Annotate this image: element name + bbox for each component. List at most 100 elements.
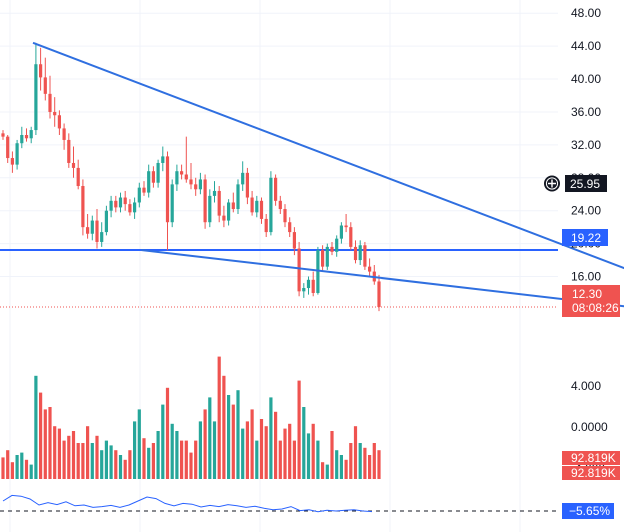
candle-body [184,174,188,180]
candle-body [278,200,282,210]
volume-bar [6,450,10,479]
oscillator-line [2,494,373,513]
volume-bar [227,395,231,479]
candle [189,162,193,190]
candle [71,146,76,178]
candle [114,195,118,213]
candle [344,213,348,233]
candle [24,128,29,142]
volume-bar [368,455,372,479]
volume-bar [316,440,320,479]
candle [161,146,165,172]
candle-body [250,197,254,213]
candle-body [10,158,14,165]
candle-body [165,156,170,223]
price-tick-1: 44.00 [571,39,601,53]
candle-body [156,162,160,183]
volume-bar [104,440,108,479]
volume-bar [10,462,14,479]
volume-bar [109,445,113,479]
candle [104,205,108,236]
candle [95,209,99,249]
volume-bar [259,419,264,479]
volume-bar [283,428,287,479]
candle [349,222,353,251]
candle [217,186,221,223]
candle-body [20,135,24,144]
candle-body [137,187,141,203]
volume-bar [86,426,90,479]
candle-body [203,179,207,223]
candle-body [274,177,278,201]
candle [86,213,90,239]
candle [10,151,14,173]
candle [255,195,259,218]
candle-body [335,238,339,252]
candle [278,195,282,214]
volume-bar [90,443,94,479]
candle-body [339,225,343,239]
candle [372,265,376,285]
last-price: 12.30 [572,287,602,301]
volume-bar [321,462,325,479]
volume-badges: 92.819K 92.819K [562,451,620,480]
candle-body [368,266,372,272]
candle [156,159,160,188]
candlestick-series [1,42,381,312]
crosshair-price: 25.95 [570,177,600,191]
volume-bar [372,443,376,479]
volume-bar [241,428,245,479]
candle-body [90,220,94,234]
volume-bar [48,407,52,479]
candle-body [161,156,165,163]
candle-body [321,250,325,267]
volume-bar [236,390,240,479]
volume-bar [349,443,353,479]
candle-body [109,200,113,211]
candle-body [377,281,381,307]
candle-body [48,93,52,112]
price-tick-8: 16.00 [571,270,601,284]
candle-body [344,225,348,228]
volume-bar [274,411,278,479]
volume-bar [123,459,127,479]
volume-bar [231,404,235,479]
candle-body [212,190,217,196]
candle-body [208,195,212,223]
volume-bar [161,404,165,479]
trendline-lower[interactable] [140,249,624,319]
candle [170,179,174,228]
candle-body [217,190,221,216]
volume-bar [57,428,61,479]
trendlines[interactable] [32,41,624,319]
price-tick-4: 32.00 [571,138,601,152]
candle-body [95,220,99,242]
volume-bar [67,435,71,479]
candle-body [194,184,198,190]
candle [128,199,132,216]
candle-body [100,232,104,242]
price-level-line [0,249,558,308]
candle-body [255,200,259,213]
candle [245,167,249,205]
candle [43,57,47,101]
candle [222,205,226,228]
candle-body [198,179,202,190]
volume-value: 92.819K [571,451,616,465]
candle-body [189,179,193,185]
candle [321,245,325,272]
volume-bar [170,423,174,479]
candle [330,241,334,256]
add-icon[interactable] [548,179,556,188]
volume-bar [222,375,226,479]
candle [363,241,367,270]
crosshair-price-badge[interactable]: 25.95 [544,175,607,192]
volume-bar [288,423,292,479]
volume-bar [100,450,104,479]
indicator-value: −5.65% [569,504,610,518]
osc-tick-0: 4.000 [571,379,601,393]
volume-bar [269,397,273,479]
candle-body [57,115,61,129]
volume-bar [353,426,358,479]
